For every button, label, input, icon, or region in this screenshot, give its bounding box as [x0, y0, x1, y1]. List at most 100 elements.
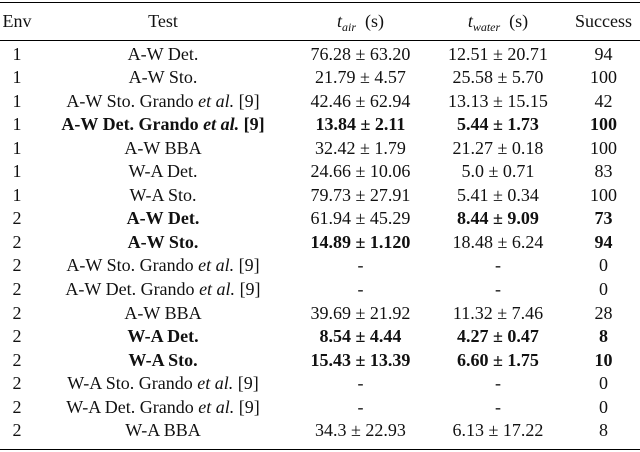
header-t-air-unit: (s) [365, 11, 385, 31]
header-t-water-unit: (s) [509, 11, 529, 31]
cell-env: 2 [12, 302, 22, 323]
cell-test: A-W BBA [124, 302, 202, 323]
cell-test: A-W Det. Grando et al. [9] [34, 113, 292, 137]
cell-success: 94 [594, 43, 613, 64]
cell-t-water: 11.32 ± 7.46 [452, 302, 544, 323]
cell-t-air: 8.54 ± 4.44 [319, 326, 402, 347]
cell-test: A-W Sto. [127, 231, 199, 252]
table-row: 2 A-W Det. Grando et al. [9] - - 0 [0, 278, 640, 302]
cell-t-water: - [495, 373, 501, 394]
cell-t-water: 12.51 ± 20.71 [448, 43, 548, 64]
table-top-rule [0, 2, 640, 4]
table-row: 2 A-W BBA 39.69 ± 21.92 11.32 ± 7.46 28 [0, 302, 640, 326]
cell-success: 0 [599, 373, 608, 394]
test-name: A-W Det. Grando [65, 279, 200, 299]
table-row: 2 A-W Sto. Grando et al. [9] - - 0 [0, 254, 640, 278]
cell-test: W-A Sto. [128, 349, 198, 370]
cell-env: 1 [12, 184, 22, 205]
cell-success: 0 [599, 255, 608, 276]
cell-t-air: 32.42 ± 1.79 [315, 137, 406, 158]
cell-t-water: 13.13 ± 15.15 [448, 90, 548, 111]
table-bottom-rule [0, 449, 640, 451]
header-success: Success [575, 11, 632, 31]
test-citation: [9] [235, 279, 261, 299]
cell-success: 0 [599, 279, 608, 299]
cell-t-air: 24.66 ± 10.06 [310, 161, 411, 182]
test-et-al: et al. [198, 255, 235, 276]
cell-t-water: 5.41 ± 0.34 [457, 184, 539, 205]
cell-env: 2 [12, 349, 22, 370]
table-row: 2 A-W Det. 61.94 ± 45.29 8.44 ± 9.09 73 [0, 207, 640, 231]
cell-t-air: 13.84 ± 2.11 [315, 114, 406, 135]
header-t-water-var: t [467, 11, 473, 31]
test-name: A-W Det. Grando [61, 114, 204, 135]
cell-t-air: - [357, 279, 364, 299]
cell-t-air: 61.94 ± 45.29 [310, 208, 411, 229]
table-row: 1 A-W Sto. 21.79 ± 4.57 25.58 ± 5.70 100 [0, 66, 640, 90]
header-env: Env [2, 11, 32, 31]
table-row: 1 W-A Det. 24.66 ± 10.06 5.0 ± 0.71 83 [0, 160, 640, 184]
table-row: 1 A-W Det. 76.28 ± 63.20 12.51 ± 20.71 94 [0, 43, 640, 67]
cell-success: 100 [590, 137, 617, 158]
cell-env: 1 [12, 90, 22, 111]
header-t-water-sub: water [472, 20, 501, 34]
header-t-water: twater (s) [429, 7, 567, 35]
header-t-air-var: t [336, 11, 342, 31]
cell-t-air: 79.73 ± 27.91 [310, 184, 411, 205]
cell-success: 100 [590, 67, 617, 88]
cell-success: 94 [594, 231, 613, 252]
cell-t-air: 42.46 ± 62.94 [310, 90, 411, 111]
cell-t-air: 76.28 ± 63.20 [310, 43, 411, 64]
cell-t-water: 5.44 ± 1.73 [457, 114, 539, 135]
cell-success: 8 [599, 326, 608, 347]
cell-success: 73 [594, 208, 613, 229]
cell-env: 2 [12, 208, 22, 229]
cell-t-air: - [357, 373, 364, 394]
table-row: 2 A-W Sto. 14.89 ± 1.120 18.48 ± 6.24 94 [0, 231, 640, 255]
table-header-row: Env Test tair (s) twater (s) Success [0, 7, 640, 35]
cell-env: 2 [12, 373, 22, 394]
cell-test: W-A BBA [125, 420, 201, 441]
table-row: 1 A-W BBA 32.42 ± 1.79 21.27 ± 0.18 100 [0, 137, 640, 161]
cell-success: 100 [590, 114, 617, 135]
table-row: 1 A-W Det. Grando et al. [9] 13.84 ± 2.11 5… [0, 113, 640, 137]
test-name: W-A Sto. Grando [67, 373, 198, 394]
cell-success: 100 [590, 184, 617, 205]
cell-test: A-W BBA [124, 137, 202, 158]
table-row: 2 W-A Det. Grando et al. [9] - - 0 [0, 396, 640, 420]
cell-t-water: - [495, 279, 501, 299]
cell-test: A-W Sto. Grando et al. [9] [34, 90, 292, 114]
cell-test: A-W Sto. Grando et al. [9] [34, 254, 292, 278]
header-t-air: tair (s) [292, 7, 429, 35]
cell-t-water: 4.27 ± 0.47 [457, 326, 539, 347]
cell-env: 2 [12, 255, 22, 276]
test-et-al: et al. [203, 114, 240, 135]
test-name: W-A Det. Grando [66, 396, 199, 417]
cell-t-air: 15.43 ± 13.39 [310, 349, 411, 370]
cell-test: W-A Sto. [129, 184, 197, 205]
test-et-al: et al. [199, 279, 236, 299]
test-citation: [9] [234, 255, 260, 276]
cell-test: A-W Sto. [128, 67, 198, 88]
header-test: Test [148, 11, 178, 31]
cell-env: 2 [12, 396, 22, 417]
test-name: A-W Sto. Grando [66, 255, 199, 276]
cell-t-air: - [357, 396, 364, 417]
cell-t-water: 25.58 ± 5.70 [452, 67, 544, 88]
test-citation: [9] [234, 90, 260, 111]
cell-t-water: 5.0 ± 0.71 [461, 161, 535, 182]
test-citation: [9] [233, 373, 259, 394]
cell-env: 1 [12, 137, 22, 158]
cell-success: 8 [599, 420, 608, 441]
cell-test: A-W Det. Grando et al. [9] [34, 278, 292, 302]
cell-t-water: 21.27 ± 0.18 [452, 137, 544, 158]
table-row: 1 W-A Sto. 79.73 ± 27.91 5.41 ± 0.34 100 [0, 184, 640, 208]
test-et-al: et al. [197, 373, 234, 394]
cell-env: 1 [12, 114, 22, 135]
cell-success: 0 [599, 396, 608, 417]
test-et-al: et al. [198, 90, 235, 111]
cell-env: 2 [12, 326, 22, 347]
cell-success: 28 [594, 302, 613, 323]
cell-test: A-W Det. [127, 43, 199, 64]
cell-t-air: - [357, 255, 364, 276]
